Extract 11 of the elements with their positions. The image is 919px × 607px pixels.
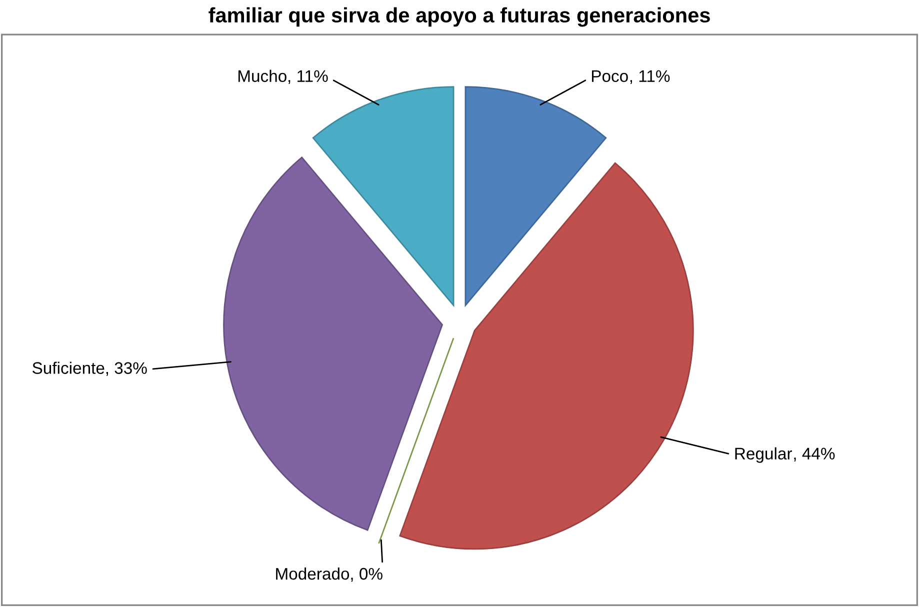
- data-label: , 44%: [794, 448, 835, 462]
- slice-label: Poco: [592, 70, 628, 82]
- slice-label: Suficiente: [32, 362, 104, 374]
- slice-label: Mucho: [238, 70, 286, 82]
- data-label: , 11%: [288, 70, 328, 84]
- category-label: Moderado: [276, 567, 350, 580]
- text: , 0%: [351, 568, 382, 582]
- chart-title: familiar que sirva de apoyo a futuras generaciones: [208, 7, 710, 27]
- data-label: , 11%: [630, 70, 670, 84]
- slice-label: Regular: [735, 447, 792, 463]
- data-label: , 33%: [106, 362, 147, 376]
